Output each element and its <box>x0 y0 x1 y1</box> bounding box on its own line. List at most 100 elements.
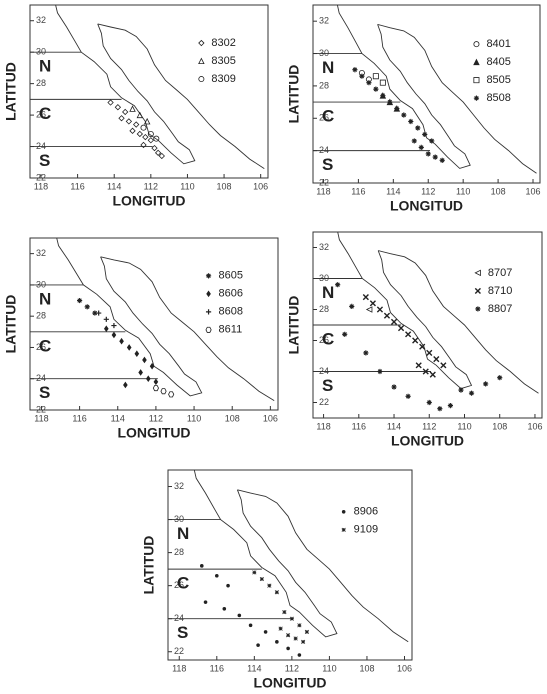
x-tick-label: 106 <box>397 663 412 673</box>
station <box>248 623 253 628</box>
y-tick-label: 24 <box>174 613 184 623</box>
station <box>136 130 144 138</box>
station <box>275 640 279 644</box>
station <box>426 399 432 406</box>
station <box>458 387 464 393</box>
station <box>365 306 373 313</box>
station <box>118 115 125 122</box>
x-axis-label: LONGITUD <box>391 433 464 449</box>
y-tick-label: 22 <box>174 646 184 656</box>
station <box>474 287 481 295</box>
y-tick-label: 32 <box>36 248 46 258</box>
x-tick-label: 118 <box>172 663 186 673</box>
station <box>160 388 167 395</box>
station <box>111 331 117 339</box>
legend-label: 8707 <box>488 267 512 279</box>
y-tick-label: 28 <box>36 311 46 321</box>
station <box>114 104 122 111</box>
station <box>297 653 302 657</box>
station <box>252 570 257 575</box>
map-panel: 118 116 114 112 110 108 106 22 24 26 28 30 32 LONGITU… <box>286 231 543 449</box>
station <box>168 391 175 398</box>
station <box>215 573 219 578</box>
x-tick-label: 116 <box>352 421 366 431</box>
y-tick-label: 30 <box>36 47 46 57</box>
station <box>439 157 445 163</box>
station <box>259 576 264 582</box>
y-tick-label: 32 <box>174 481 184 491</box>
station <box>390 318 398 325</box>
station <box>341 527 346 532</box>
y-axis-label: LATITUD <box>3 62 19 121</box>
y-axis-label: LATITUD <box>3 295 19 354</box>
station <box>387 99 393 105</box>
coastline <box>100 256 275 401</box>
station <box>142 356 147 364</box>
station <box>226 583 230 588</box>
station <box>437 406 443 412</box>
x-tick-label: 118 <box>316 421 330 431</box>
zone-label: C <box>39 336 51 355</box>
y-tick-label: 26 <box>319 335 329 345</box>
x-tick-label: 106 <box>527 421 542 431</box>
legend-label: 8302 <box>211 37 235 49</box>
coastline <box>56 238 203 397</box>
station <box>422 368 429 375</box>
station <box>205 326 212 333</box>
station <box>198 57 205 65</box>
y-tick-label: 24 <box>319 145 329 155</box>
zone-label: C <box>177 574 189 593</box>
y-tick-label: 28 <box>319 80 329 90</box>
station <box>123 381 128 389</box>
station <box>379 79 386 86</box>
zone-label: S <box>39 151 50 170</box>
coastline <box>336 5 471 169</box>
station <box>363 350 369 356</box>
station <box>304 629 309 635</box>
legend-label: 8807 <box>488 303 512 315</box>
map-panel: 118 116 114 112 110 108 106 22 24 26 28 30 32 LONGITU… <box>3 237 279 441</box>
station <box>483 381 489 387</box>
y-tick-label: 28 <box>36 78 46 88</box>
station <box>376 306 384 313</box>
x-tick-label: 114 <box>111 413 125 423</box>
station <box>422 131 428 138</box>
station <box>425 151 431 157</box>
station <box>199 564 204 568</box>
station <box>473 58 480 66</box>
station <box>377 368 383 375</box>
x-tick-label: 118 <box>34 413 48 423</box>
legend-label: 8401 <box>486 38 510 50</box>
station <box>205 309 212 315</box>
station <box>274 590 279 595</box>
zone-label: C <box>39 104 51 123</box>
station <box>405 393 411 399</box>
map-panel: 118 116 114 112 110 108 106 22 24 26 28 30 32 LONGITU… <box>141 469 413 691</box>
station <box>426 349 433 356</box>
station <box>256 643 260 647</box>
legend-label: 8605 <box>219 270 243 282</box>
zone-label: S <box>177 623 188 642</box>
x-tick-label: 108 <box>359 663 374 673</box>
y-tick-label: 26 <box>36 109 46 119</box>
x-tick-label: 112 <box>421 186 435 196</box>
coastline <box>237 489 409 643</box>
station <box>134 350 140 358</box>
station <box>349 303 355 309</box>
station <box>153 378 159 386</box>
station <box>145 375 151 383</box>
station <box>335 282 341 288</box>
y-tick-label: 30 <box>36 279 46 289</box>
legend-label: 8906 <box>354 506 378 518</box>
legend-label: 8305 <box>211 55 235 67</box>
station <box>380 93 386 99</box>
zone-label: S <box>322 376 333 395</box>
x-tick-label: 112 <box>422 421 436 431</box>
coastline <box>55 5 196 165</box>
station <box>289 616 294 621</box>
y-tick-label: 24 <box>319 366 329 376</box>
legend-label: 8505 <box>486 74 510 86</box>
y-tick-label: 26 <box>319 113 329 123</box>
station <box>96 310 102 316</box>
